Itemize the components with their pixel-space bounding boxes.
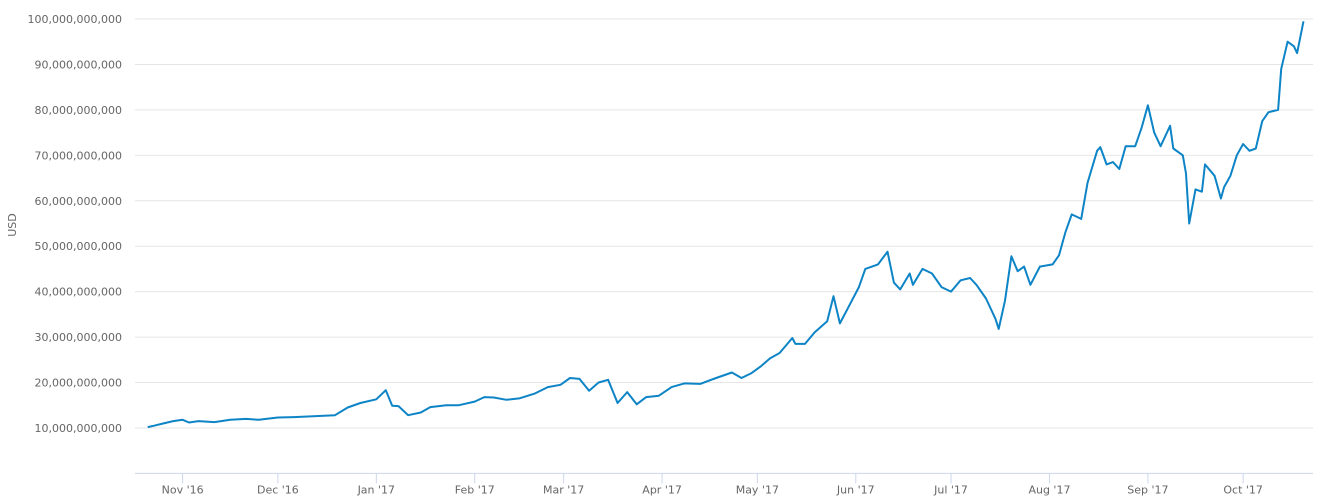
x-tick-label: Jan '17 — [357, 483, 395, 496]
y-tick-label: 20,000,000,000 — [35, 377, 122, 390]
x-tick-label: Feb '17 — [455, 483, 495, 496]
x-tick-label: Jul '17 — [933, 483, 968, 496]
x-tick-label: May '17 — [736, 483, 779, 496]
y-tick-label: 100,000,000,000 — [28, 13, 122, 26]
x-tick-label: Apr '17 — [642, 483, 682, 496]
x-tick-label: Nov '16 — [162, 483, 204, 496]
x-tick-label: Mar '17 — [543, 483, 584, 496]
x-tick-label: Aug '17 — [1028, 483, 1070, 496]
y-tick-label: 40,000,000,000 — [35, 286, 122, 299]
y-tick-label: 30,000,000,000 — [35, 331, 122, 344]
y-tick-label: 70,000,000,000 — [35, 149, 122, 162]
y-tick-label: 80,000,000,000 — [35, 104, 122, 117]
y-tick-label: 60,000,000,000 — [35, 195, 122, 208]
x-tick-label: Jun '17 — [836, 483, 875, 496]
x-tick-label: Oct '17 — [1223, 483, 1263, 496]
x-tick-label: Sep '17 — [1127, 483, 1168, 496]
y-tick-label: 10,000,000,000 — [35, 422, 122, 435]
y-tick-label: 90,000,000,000 — [35, 58, 122, 71]
y-axis-label: USD — [6, 213, 19, 237]
x-tick-label: Dec '16 — [257, 483, 299, 496]
y-tick-label: 50,000,000,000 — [35, 240, 122, 253]
line-series — [147, 21, 1305, 429]
